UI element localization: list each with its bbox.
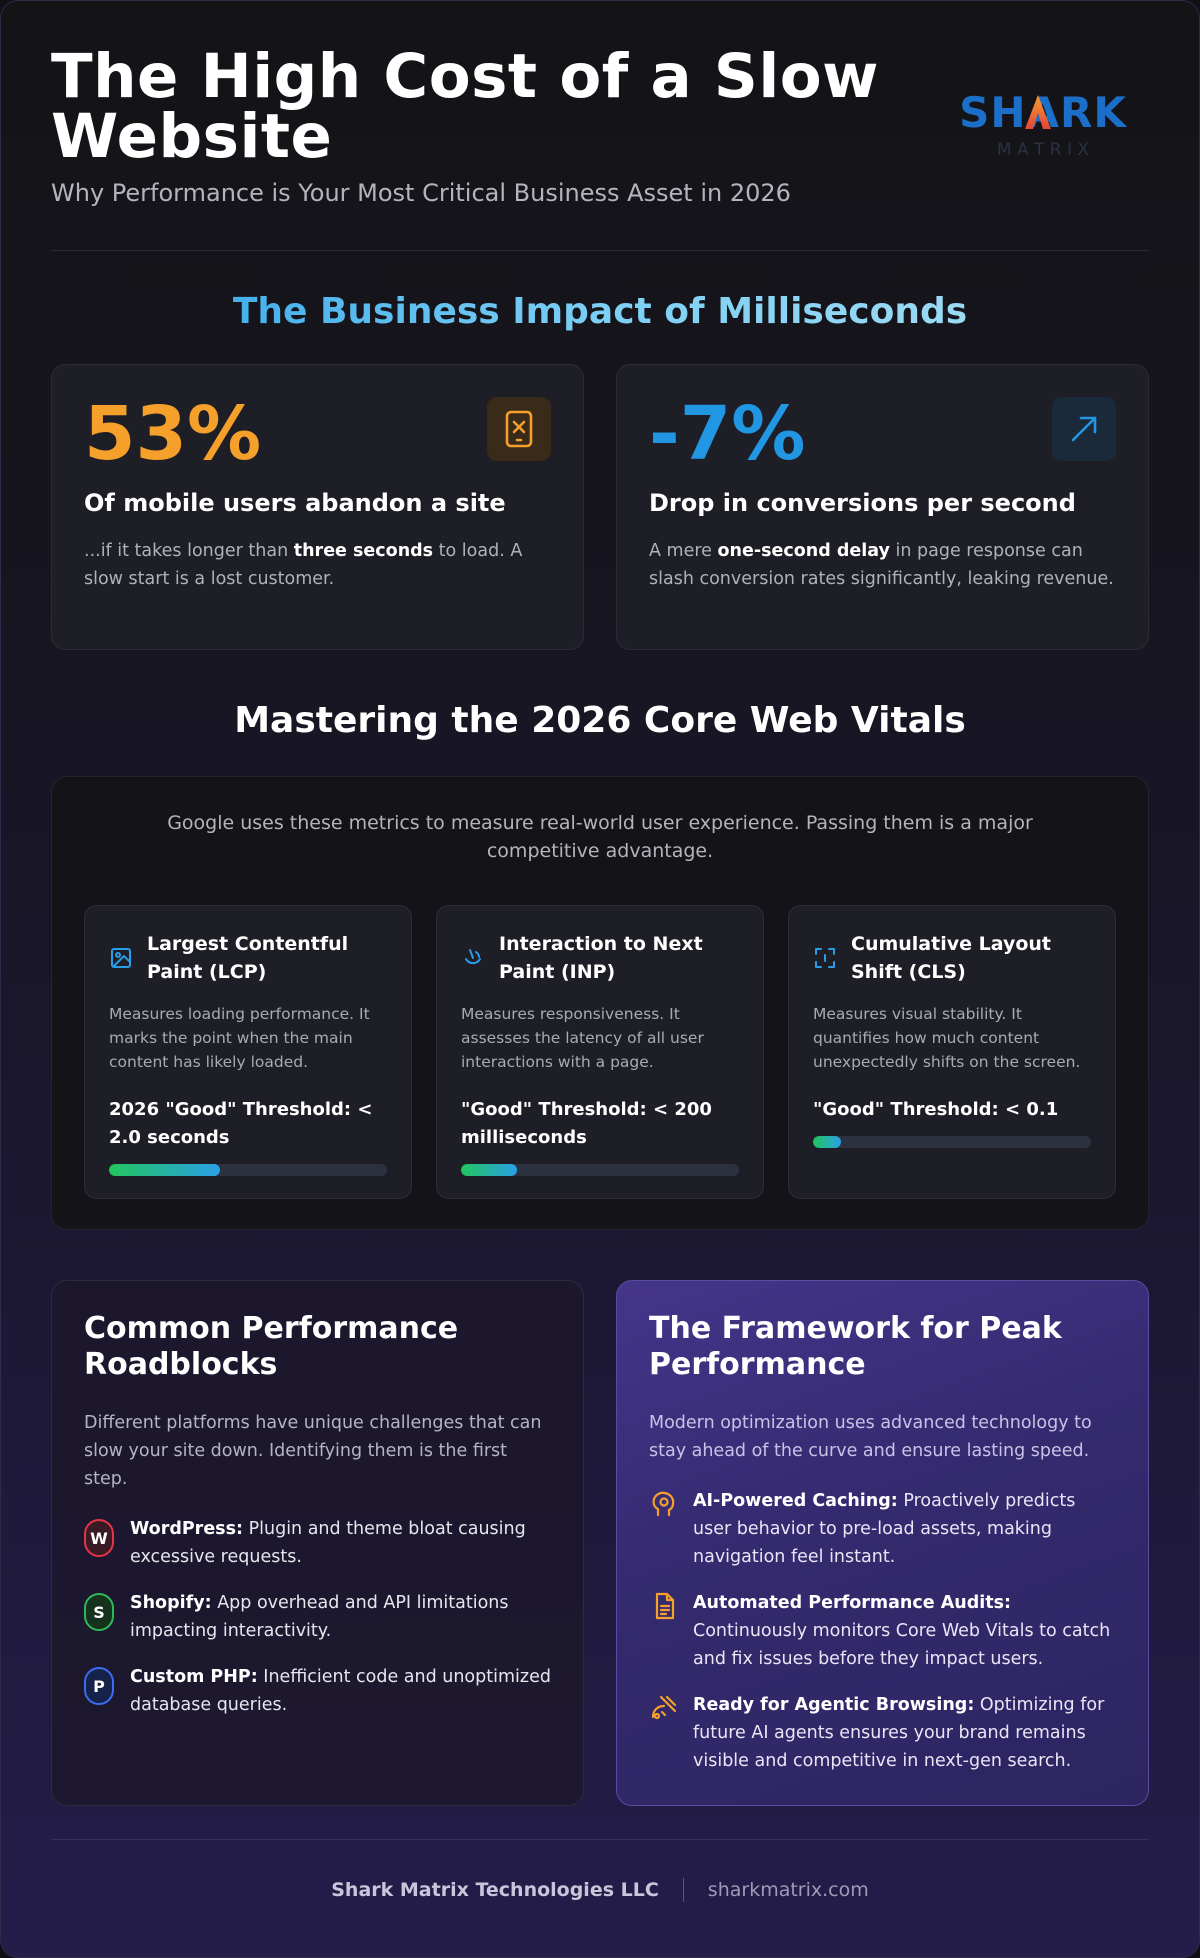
list-item: AI-Powered Caching: Proactively predicts… [649, 1487, 1116, 1571]
footer-divider [682, 1877, 684, 1902]
frame-icon [815, 948, 835, 968]
php-badge-icon: P [84, 1667, 114, 1705]
threshold-bar [461, 1164, 739, 1176]
framework-title: The Framework for Peak Performance [649, 1311, 1062, 1382]
vitals-panel: Google uses these metrics to measure rea… [51, 776, 1149, 1230]
list-item: W WordPress: Plugin and theme bloat caus… [84, 1515, 551, 1571]
list-item: P Custom PHP: Inefficient code and unopt… [84, 1663, 551, 1719]
stat-body: ...if it takes longer than three seconds… [84, 541, 523, 589]
impact-section-title: The Business Impact of Milliseconds [51, 287, 1149, 337]
vital-threshold: "Good" Threshold: < 200 milliseconds [461, 1099, 712, 1148]
logo-sub: M A T R I X [997, 140, 1090, 160]
image-icon [111, 948, 131, 968]
wordpress-badge-icon: W [84, 1519, 114, 1557]
stat-heading: Drop in conversions per second [649, 489, 1076, 517]
stat-value: -7% [649, 391, 806, 477]
vital-card-cls: Cumulative Layout Shift (CLS) Measures v… [788, 905, 1116, 1199]
framework-card: The Framework for Peak Performance Moder… [616, 1280, 1149, 1806]
vital-threshold: 2026 "Good" Threshold: < 2.0 seconds [109, 1099, 373, 1148]
footer: Shark Matrix Technologies LLC sharkmatri… [51, 1839, 1149, 1949]
page-title: The High Cost of a Slow Website [51, 41, 880, 172]
roadblocks-intro: Different platforms have unique challeng… [84, 1413, 542, 1489]
vital-description: Measures visual stability. It quantifies… [813, 1005, 1081, 1071]
stat-heading: Of mobile users abandon a site [84, 489, 506, 517]
vital-name: Interaction to Next Paint (INP) [499, 933, 703, 983]
roadblocks-card: Common Performance Roadblocks Different … [51, 1280, 584, 1806]
framework-intro: Modern optimization uses advanced techno… [649, 1413, 1092, 1461]
footer-website-link[interactable]: sharkmatrix.com [707, 1878, 869, 1901]
vital-card-lcp: Largest Contentful Paint (LCP) Measures … [84, 905, 412, 1199]
robot-icon [651, 1695, 677, 1720]
footer-company: Shark Matrix Technologies LLC [331, 1878, 659, 1901]
roadblocks-title: Common Performance Roadblocks [84, 1311, 459, 1382]
header: The High Cost of a Slow Website Why Perf… [51, 1, 1149, 251]
shark-matrix-logo: SHARK M A T R I X [937, 93, 1149, 163]
stat-value: 53% [84, 391, 262, 477]
list-item: Automated Performance Audits: Continuous… [649, 1589, 1116, 1673]
threshold-bar-fill [109, 1164, 221, 1176]
brain-icon [652, 1491, 675, 1517]
phone-x-icon [487, 397, 551, 461]
vital-description: Measures responsiveness. It assesses the… [461, 1005, 704, 1071]
stat-body: A mere one-second delay in page response… [649, 541, 1114, 589]
vitals-section-title: Mastering the 2026 Core Web Vitals [234, 700, 966, 741]
vital-card-inp: Interaction to Next Paint (INP) Measures… [436, 905, 764, 1199]
roadblocks-list: W WordPress: Plugin and theme bloat caus… [84, 1515, 551, 1719]
vitals-intro: Google uses these metrics to measure rea… [167, 812, 1033, 862]
vital-description: Measures loading performance. It marks t… [109, 1005, 370, 1071]
threshold-bar [813, 1136, 1091, 1148]
threshold-bar-fill [461, 1164, 517, 1176]
impact-stats: 53% Of mobile users abandon a site ...if… [51, 364, 1149, 650]
list-item: Ready for Agentic Browsing: Optimizing f… [649, 1691, 1116, 1775]
arrow-up-right-icon [1052, 397, 1116, 461]
vital-threshold: "Good" Threshold: < 0.1 [813, 1099, 1059, 1120]
document-icon [655, 1592, 675, 1620]
pointer-icon [465, 949, 481, 965]
shark-fin-icon [1025, 95, 1051, 129]
vital-name: Cumulative Layout Shift (CLS) [851, 933, 1052, 983]
stat-card-abandon: 53% Of mobile users abandon a site ...if… [51, 364, 584, 650]
list-item: S Shopify: App overhead and API limitati… [84, 1589, 551, 1645]
vital-name: Largest Contentful Paint (LCP) [147, 933, 349, 983]
framework-list: AI-Powered Caching: Proactively predicts… [649, 1487, 1116, 1775]
shopify-badge-icon: S [84, 1593, 114, 1631]
page-subtitle: Why Performance is Your Most Critical Bu… [51, 179, 791, 207]
threshold-bar [109, 1164, 387, 1176]
stat-card-conversions: -7% Drop in conversions per second A mer… [616, 364, 1149, 650]
threshold-bar-fill [813, 1136, 841, 1148]
